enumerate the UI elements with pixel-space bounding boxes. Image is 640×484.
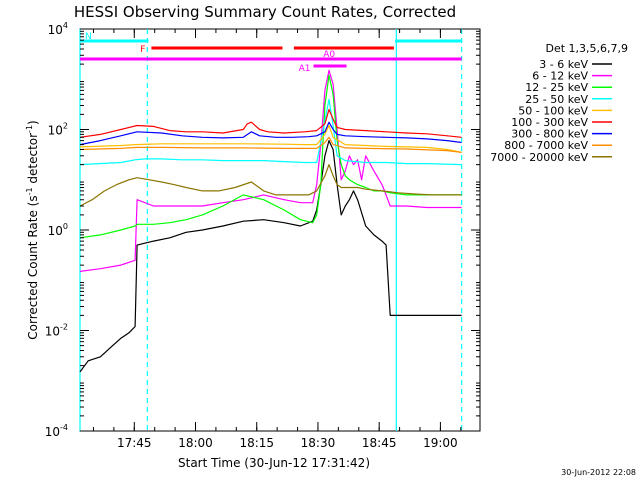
legend-label: 100 - 300 keV	[511, 116, 588, 129]
y-axis-label-exponent: -1	[25, 187, 34, 195]
legend-label: 300 - 800 keV	[511, 128, 588, 141]
flag-label: F	[140, 45, 145, 55]
y-tick-label: 102	[48, 122, 68, 138]
legend-label: 12 - 25 keV	[525, 81, 588, 94]
legend-label: 25 - 50 keV	[525, 93, 588, 106]
chart-title: HESSI Observing Summary Count Rates, Cor…	[74, 3, 456, 21]
legend-label: 3 - 6 keV	[539, 58, 588, 71]
x-tick-label: 17:45	[117, 436, 152, 450]
y-tick-label: 10-2	[45, 323, 68, 339]
series-line	[79, 108, 462, 138]
flag-label: A1	[299, 64, 311, 74]
x-axis-label: Start Time (30-Jun-12 17:31:42)	[178, 456, 370, 470]
series-line	[79, 164, 462, 207]
x-tick-label: 19:00	[423, 436, 458, 450]
x-tick-label: 18:45	[362, 436, 397, 450]
legend-label: 6 - 12 keV	[532, 70, 588, 83]
y-tick-label: 100	[48, 222, 68, 238]
series-line	[79, 136, 462, 153]
y-axis-label-part: Corrected Count Rate (s	[26, 195, 40, 339]
flag-label: A0	[323, 50, 335, 60]
y-tick-label: 10-4	[45, 423, 68, 439]
flag-bars: N F A1 A0	[80, 32, 462, 74]
legend-label: 800 - 7000 keV	[504, 139, 588, 152]
x-tick-label: 18:00	[178, 436, 213, 450]
generated-timestamp: 30-Jun-2012 22:08	[561, 468, 636, 477]
x-tick-label: 18:15	[239, 436, 274, 450]
series-line	[79, 69, 462, 272]
series-line	[79, 121, 462, 146]
legend-label: 50 - 100 keV	[518, 104, 588, 117]
flag-label: N	[85, 32, 92, 42]
y-axis-ticks: 10-4 10-2 100 102 104	[45, 21, 480, 439]
series-line	[79, 98, 462, 166]
x-tick-label: 18:30	[301, 436, 336, 450]
y-axis-label-exponent: -1	[25, 125, 34, 133]
y-axis-label-part: )	[26, 120, 40, 125]
y-tick-label: 104	[48, 21, 68, 37]
series-line	[79, 124, 462, 153]
x-axis-ticks: 17:45 18:00 18:15 18:30 18:45 19:00	[92, 29, 462, 450]
y-axis-label: Corrected Count Rate (s-1 detector-1)	[25, 120, 40, 339]
series-lines	[79, 69, 462, 373]
legend-label: 7000 - 20000 keV	[490, 151, 588, 164]
y-axis-label-part: detector	[26, 133, 40, 188]
legend-title: Det 1,3,5,6,7,9	[545, 42, 628, 55]
